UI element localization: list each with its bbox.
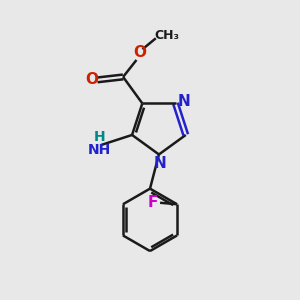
Text: O: O: [134, 45, 146, 60]
Text: NH: NH: [88, 142, 111, 157]
Text: H: H: [94, 130, 105, 144]
Text: N: N: [153, 156, 166, 171]
Text: F: F: [148, 195, 158, 210]
Text: CH₃: CH₃: [154, 29, 180, 42]
Text: O: O: [85, 72, 98, 87]
Text: N: N: [178, 94, 190, 110]
